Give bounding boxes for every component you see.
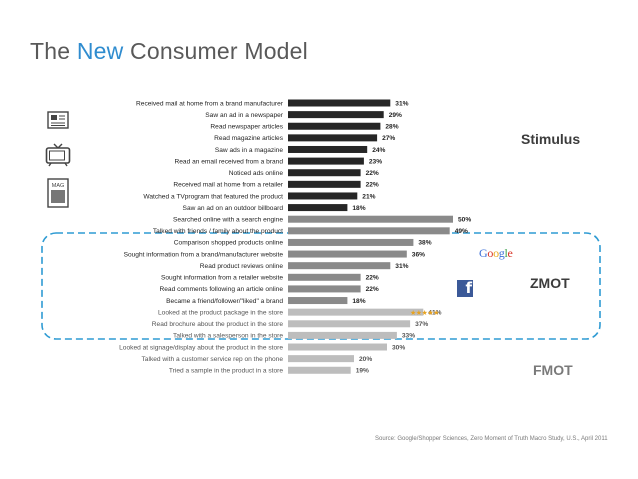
- source-note: Source: Google/Shopper Sciences, Zero Mo…: [375, 436, 608, 442]
- value-label: 22%: [366, 170, 379, 177]
- title-accent: New: [76, 38, 124, 64]
- bar: [288, 227, 450, 235]
- value-label: 31%: [395, 100, 408, 107]
- bar: [288, 285, 361, 293]
- category-label: Talked with friends / family about the p…: [153, 228, 283, 235]
- magazine-icon: MAG: [47, 178, 69, 208]
- category-label: Sought information from a brand/manufact…: [124, 251, 284, 258]
- fmot-label: FMOT: [533, 362, 573, 378]
- value-label: 38%: [418, 240, 431, 247]
- bar: [288, 180, 361, 188]
- category-label: Read an email received from a brand: [175, 158, 284, 165]
- value-label: 22%: [366, 286, 379, 293]
- bar: [288, 331, 397, 339]
- value-label: 24%: [372, 147, 385, 154]
- bar: [288, 297, 348, 305]
- bar: [288, 169, 361, 177]
- category-label: Read product reviews online: [200, 263, 284, 270]
- category-label: Saw ads in a magazine: [215, 147, 284, 154]
- bar: [288, 320, 411, 328]
- category-label: Became a friend/follower/"liked" a brand: [166, 298, 283, 305]
- value-label: 19%: [356, 368, 369, 375]
- tv-icon: [45, 143, 71, 167]
- value-label: 27%: [382, 135, 395, 142]
- value-label: 33%: [402, 333, 415, 340]
- value-label: 18%: [352, 205, 365, 212]
- category-label: Received mail at home from a brand manuf…: [136, 100, 284, 107]
- title-suffix: Consumer Model: [130, 38, 308, 64]
- title-prefix: The: [30, 38, 71, 64]
- category-label: Read newspaper articles: [210, 124, 283, 131]
- bar: [288, 366, 351, 374]
- bar: [288, 262, 391, 270]
- category-label: Saw an ad in a newspaper: [205, 112, 284, 119]
- value-label: 49%: [455, 228, 468, 235]
- category-label: Saw an ad on an outdoor billboard: [183, 205, 284, 212]
- bar: [288, 238, 414, 246]
- bar: [288, 145, 368, 153]
- bar: [288, 273, 361, 281]
- category-label: Looked at signage/display about the prod…: [119, 344, 283, 351]
- category-label: Read magazine articles: [214, 135, 284, 142]
- bar: [288, 204, 348, 212]
- value-label: 29%: [389, 112, 402, 119]
- category-label: Watched a TVprogram that featured the pr…: [143, 193, 283, 200]
- category-label: Sought information from a retailer websi…: [161, 275, 283, 282]
- value-label: 50%: [458, 217, 471, 224]
- category-label: Tried a sample in the product in a store: [169, 368, 283, 375]
- bar: [288, 308, 424, 316]
- bar: [288, 122, 381, 130]
- category-label: Comparison shopped products online: [174, 240, 284, 247]
- value-label: 28%: [385, 124, 398, 131]
- value-label: 37%: [415, 321, 428, 328]
- value-label: 18%: [352, 298, 365, 305]
- category-label: Received mail at home from a retailer: [173, 182, 283, 189]
- bar: [288, 111, 384, 119]
- category-label: Read brochure about the product in the s…: [152, 321, 284, 328]
- value-label: 23%: [369, 158, 382, 165]
- newspaper-icon: [47, 111, 69, 129]
- value-label: 36%: [412, 251, 425, 258]
- zmot-label: ZMOT: [530, 275, 570, 291]
- bar: [288, 343, 387, 351]
- bar: [288, 99, 391, 107]
- value-label: 22%: [366, 182, 379, 189]
- category-label: Talked with a customer service rep on th…: [142, 356, 284, 363]
- value-label: 22%: [366, 275, 379, 282]
- bars-layer: Received mail at home from a brand manuf…: [119, 99, 471, 375]
- value-label: 30%: [392, 344, 405, 351]
- bar: [288, 215, 453, 223]
- facebook-icon: f: [457, 280, 473, 297]
- bar: [288, 250, 407, 258]
- value-label: 21%: [362, 193, 375, 200]
- value-label: 31%: [395, 263, 408, 270]
- category-label: Searched online with a search engine: [173, 217, 283, 224]
- category-label: Looked at the product package in the sto…: [158, 309, 283, 316]
- value-label: 20%: [359, 356, 372, 363]
- category-label: Read comments following an article onlin…: [159, 286, 283, 293]
- bar: [288, 134, 378, 142]
- bar: [288, 192, 358, 200]
- value-label: 41%: [428, 309, 441, 316]
- slide-title: The New Consumer Model: [30, 38, 308, 65]
- magazine-icon-text: MAG: [52, 183, 65, 189]
- category-label: Noticed ads online: [229, 170, 284, 177]
- bar: [288, 157, 364, 165]
- bar: [288, 355, 354, 363]
- category-label: Talked with a salesperson in the store: [173, 333, 283, 340]
- stimulus-label: Stimulus: [521, 131, 581, 147]
- rating-stars-icon: ★★★★★: [410, 310, 439, 317]
- google-logo: Google: [479, 246, 513, 260]
